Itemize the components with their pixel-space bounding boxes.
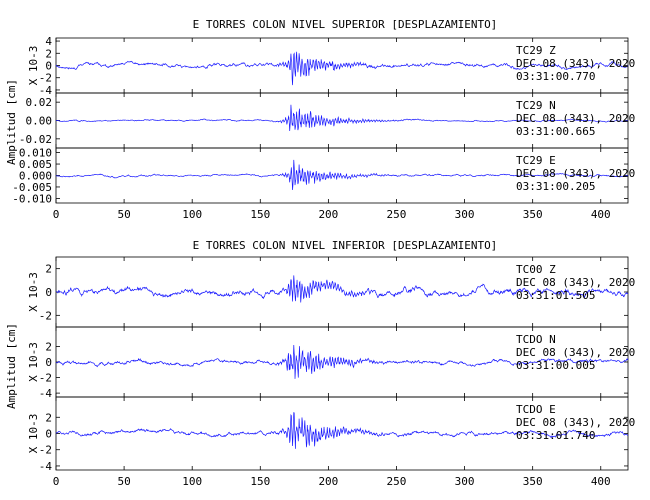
x-tick-label: 200 <box>318 475 338 488</box>
chart-title: E TORRES COLON NIVEL SUPERIOR [DESPLAZAM… <box>193 18 498 31</box>
x-tick-label: 350 <box>523 208 543 221</box>
y-tick-label: -4 <box>39 84 53 97</box>
x-tick-label: 100 <box>182 475 202 488</box>
y-tick-label: 0 <box>45 60 52 73</box>
waveform-line <box>55 51 629 86</box>
y-tick-label: 0.000 <box>19 170 52 183</box>
y-tick-label: -2 <box>39 309 52 322</box>
start-time-label: 03:31:01.505 <box>516 289 595 302</box>
waveform-line <box>55 412 629 449</box>
y-tick-label: -4 <box>39 387 53 400</box>
x-tick-label: 50 <box>117 475 130 488</box>
waveform-line <box>55 159 629 190</box>
x-tick-label: 400 <box>591 475 611 488</box>
waveform-line <box>55 345 629 379</box>
x-tick-label: 250 <box>387 208 407 221</box>
y-tick-label: -2 <box>39 372 52 385</box>
y-tick-label: 0.02 <box>26 96 53 109</box>
x-tick-label: 250 <box>387 475 407 488</box>
start-time-label: 03:31:00.005 <box>516 359 595 372</box>
start-time-label: 03:31:00.665 <box>516 125 595 138</box>
waveform-line <box>55 104 629 132</box>
start-time-label: 03:31:00.205 <box>516 180 595 193</box>
date-label: DEC 08 (343), 2020 <box>516 416 635 429</box>
x-tick-label: 300 <box>455 475 475 488</box>
start-time-label: 03:31:00.770 <box>516 70 595 83</box>
y-tick-label: -0.005 <box>12 181 52 194</box>
station-component-label: TC29 Z <box>516 44 556 57</box>
x-tick-label: 300 <box>455 208 475 221</box>
x-tick-label: 0 <box>53 208 60 221</box>
scale-factor-label: X 10-3 <box>27 414 40 454</box>
x-tick-label: 150 <box>250 208 270 221</box>
x-tick-label: 50 <box>117 208 130 221</box>
x-tick-label: 400 <box>591 208 611 221</box>
waveform-line <box>55 275 629 303</box>
y-tick-label: -0.010 <box>12 192 52 205</box>
y-tick-label: 0.005 <box>19 158 52 171</box>
y-tick-label: 0 <box>45 356 52 369</box>
date-label: DEC 08 (343), 2020 <box>516 57 635 70</box>
date-label: DEC 08 (343), 2020 <box>516 167 635 180</box>
y-tick-label: -0.02 <box>19 133 52 146</box>
y-tick-label: -2 <box>39 72 52 85</box>
y-tick-label: -4 <box>39 460 53 473</box>
y-tick-label: 0 <box>45 286 52 299</box>
y-tick-label: 2 <box>45 411 52 424</box>
station-component-label: TCDO E <box>516 403 556 416</box>
chart-title: E TORRES COLON NIVEL INFERIOR [DESPLAZAM… <box>193 239 498 252</box>
y-tick-label: 0.010 <box>19 147 52 160</box>
x-tick-label: 350 <box>523 475 543 488</box>
date-label: DEC 08 (343), 2020 <box>516 276 635 289</box>
x-tick-label: 0 <box>53 475 60 488</box>
y-tick-label: 2 <box>45 47 52 60</box>
start-time-label: 03:31:01.740 <box>516 429 595 442</box>
scale-factor-label: X 10-3 <box>27 272 40 312</box>
y-tick-label: 2 <box>45 340 52 353</box>
y-tick-label: 0.00 <box>26 115 53 128</box>
station-component-label: TC29 E <box>516 154 556 167</box>
y-tick-label: 0 <box>45 428 52 441</box>
x-tick-label: 150 <box>250 475 270 488</box>
y-tick-label: 4 <box>45 35 52 48</box>
lower-level-chart: E TORRES COLON NIVEL INFERIOR [DESPLAZAM… <box>5 239 635 488</box>
x-tick-label: 100 <box>182 208 202 221</box>
station-component-label: TC29 N <box>516 99 556 112</box>
upper-level-chart: E TORRES COLON NIVEL SUPERIOR [DESPLAZAM… <box>5 18 635 221</box>
date-label: DEC 08 (343), 2020 <box>516 346 635 359</box>
scale-factor-label: X 10-3 <box>27 342 40 382</box>
x-tick-label: 200 <box>318 208 338 221</box>
y-tick-label: 2 <box>45 263 52 276</box>
y-axis-label: Amplitud [cm] <box>5 323 18 409</box>
y-tick-label: -2 <box>39 444 52 457</box>
date-label: DEC 08 (343), 2020 <box>516 112 635 125</box>
station-component-label: TC00 Z <box>516 263 556 276</box>
scale-factor-label: X 10-3 <box>27 46 40 86</box>
station-component-label: TCDO N <box>516 333 556 346</box>
y-axis-label: Amplitud [cm] <box>5 79 18 165</box>
